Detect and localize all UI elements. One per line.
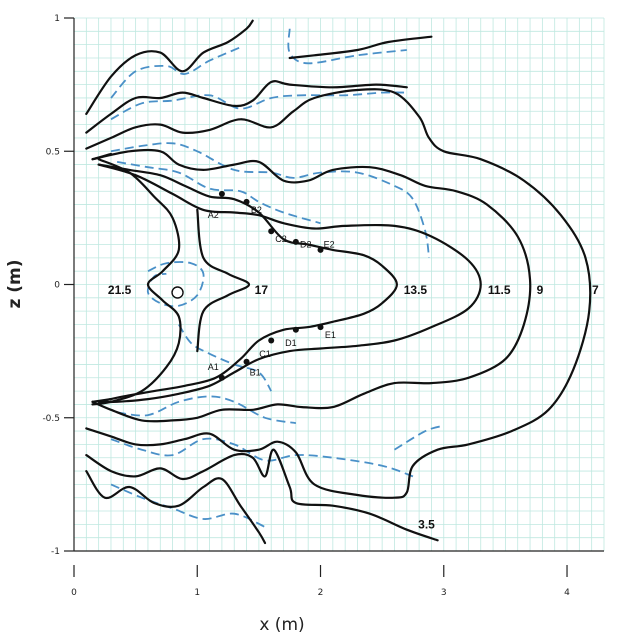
measurement-point-label: B1 <box>250 367 261 377</box>
measurement-point <box>218 190 225 197</box>
y-tick-label: 0.5 <box>46 147 60 157</box>
dashed-contours <box>110 28 445 528</box>
solid-contour-line <box>85 80 408 134</box>
measurement-point <box>243 198 250 205</box>
measurement-point-label: D2 <box>300 240 312 250</box>
contour-value-label: 3.5 <box>418 517 435 531</box>
dashed-contour-line <box>110 483 266 528</box>
y-tick-label: 1 <box>54 14 60 24</box>
solid-contour-line <box>97 163 399 403</box>
dashed-contour-line <box>110 437 414 478</box>
contour-value-label: 9 <box>537 283 544 297</box>
dashed-contour-line <box>116 395 297 424</box>
x-tick-label: 1 <box>194 588 200 598</box>
x-axis-title: x (m) <box>259 615 304 635</box>
solid-contour-line <box>97 163 482 404</box>
solid-contour-line <box>85 470 267 545</box>
y-tick-label: 0 <box>54 281 60 291</box>
dashed-contour-line <box>146 261 205 308</box>
x-tick-label: 4 <box>564 588 570 598</box>
measurement-point <box>317 324 324 331</box>
solid-contour-line <box>91 152 113 161</box>
dashed-contour-line <box>178 324 272 392</box>
contour-value-label: 7 <box>592 283 599 297</box>
measurement-point <box>218 374 225 381</box>
measurement-point-label: C2 <box>275 234 287 244</box>
dashed-contour-line <box>110 91 407 121</box>
dashed-contour-line <box>116 161 321 225</box>
solid-contour-line <box>85 448 439 542</box>
measurement-point <box>317 246 324 253</box>
dashed-contour-line <box>110 142 430 259</box>
measurement-point-label: B2 <box>251 205 262 215</box>
y-axis-title: z (m) <box>5 259 25 308</box>
measurement-point-label: A1 <box>208 362 219 372</box>
dashed-contour-line <box>110 46 241 99</box>
solid-contour-line <box>85 19 254 115</box>
solid-contour-line <box>288 35 433 60</box>
y-tick-label: -1 <box>51 547 60 557</box>
measurement-point-label: E2 <box>324 240 335 250</box>
solid-contour-line <box>91 398 113 403</box>
measurement-point-label: E1 <box>325 330 336 340</box>
source-marker <box>171 286 184 299</box>
contour-value-label: 17 <box>255 283 269 297</box>
x-tick-label: 3 <box>441 588 447 598</box>
measurement-points: A2 B2 C2 D2 E2 A1 B1 C1 D1 E1 <box>171 190 336 381</box>
contour-labels: 21.5 17 13.5 11.5 9 7 3.5 <box>108 283 599 532</box>
measurement-point <box>292 238 299 245</box>
dashed-contour-line <box>287 28 407 65</box>
contour-value-label: 13.5 <box>404 283 428 297</box>
x-tick-label: 2 <box>318 588 324 598</box>
solid-contour-line <box>91 148 532 423</box>
measurement-point-label: D1 <box>285 338 297 348</box>
ticks: 0 1 2 3 4 1 0.5 0 -0.5 -1 <box>42 14 570 598</box>
measurement-point <box>243 358 250 365</box>
solid-contour-line <box>91 158 182 406</box>
measurement-point-label: C1 <box>259 349 271 359</box>
solid-contour-line <box>85 88 592 499</box>
measurement-point <box>292 326 299 333</box>
measurement-point <box>268 337 275 344</box>
y-tick-label: -0.5 <box>42 414 60 424</box>
grid <box>74 17 605 551</box>
contour-value-label: 11.5 <box>488 283 511 297</box>
measurement-point <box>268 228 275 235</box>
solid-contour-line <box>196 208 251 353</box>
contour-value-label: 21.5 <box>108 283 132 297</box>
measurement-point-label: A2 <box>208 210 219 220</box>
x-tick-label: 0 <box>71 588 77 598</box>
dashed-contour-line <box>394 424 445 451</box>
solid-contours <box>85 19 592 545</box>
